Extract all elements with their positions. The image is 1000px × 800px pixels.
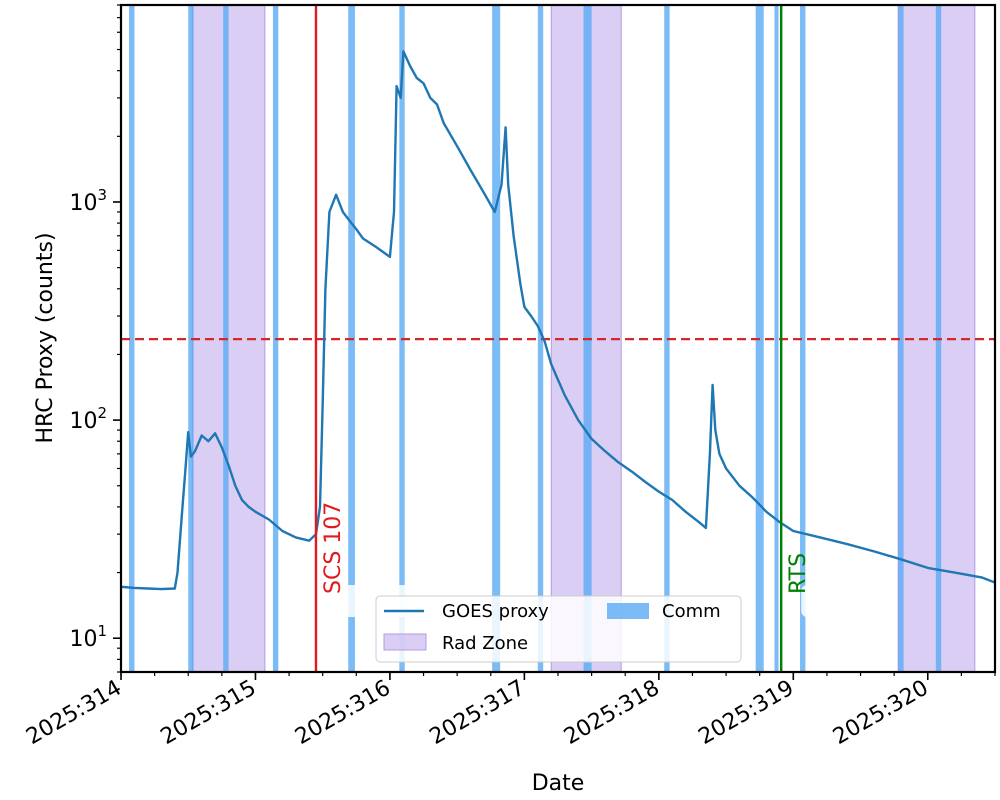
comm-band (188, 5, 194, 672)
comm-band (898, 5, 904, 672)
legend-comm-label: Comm (662, 601, 721, 622)
comm-band (774, 5, 779, 672)
comm-band (664, 5, 670, 672)
legend-radzone-swatch (383, 633, 427, 651)
vertical-markers: SCS 107 RTS (314, 5, 855, 672)
x-axis-label: Date (532, 771, 585, 796)
y-tick-label: 101 (69, 622, 107, 652)
legend: GOES proxy Comm Rad Zone (375, 595, 742, 663)
x-tick-label: 2025:318 (560, 676, 664, 750)
x-tick-label: 2025:314 (22, 676, 126, 750)
comm-band (800, 5, 806, 672)
rts-label-box (801, 585, 855, 617)
x-tick-label: 2025:319 (695, 676, 799, 750)
scs-107-marker-label: SCS 107 (321, 502, 346, 594)
comm-band (129, 5, 135, 672)
x-tick-label: 2025:316 (291, 676, 395, 750)
x-tick-label: 2025:320 (829, 676, 933, 750)
plot-frame (119, 3, 997, 674)
legend-radzone-label: Rad Zone (442, 633, 528, 654)
x-tick-label: 2025:315 (157, 676, 261, 750)
rts-marker-label: RTS (786, 553, 811, 594)
y-axis-label: HRC Proxy (counts) (33, 232, 58, 443)
comm-band (492, 5, 501, 672)
comm-band (537, 5, 544, 672)
legend-box (375, 595, 742, 663)
x-tick-label: 2025:317 (426, 676, 530, 750)
legend-goes-label: GOES proxy (442, 601, 549, 622)
y-tick-label: 103 (69, 186, 107, 216)
series-layer (121, 50, 995, 591)
goes-proxy-line (121, 50, 995, 591)
legend-comm-swatch (607, 603, 649, 619)
y-tick-label: 102 (69, 404, 107, 434)
